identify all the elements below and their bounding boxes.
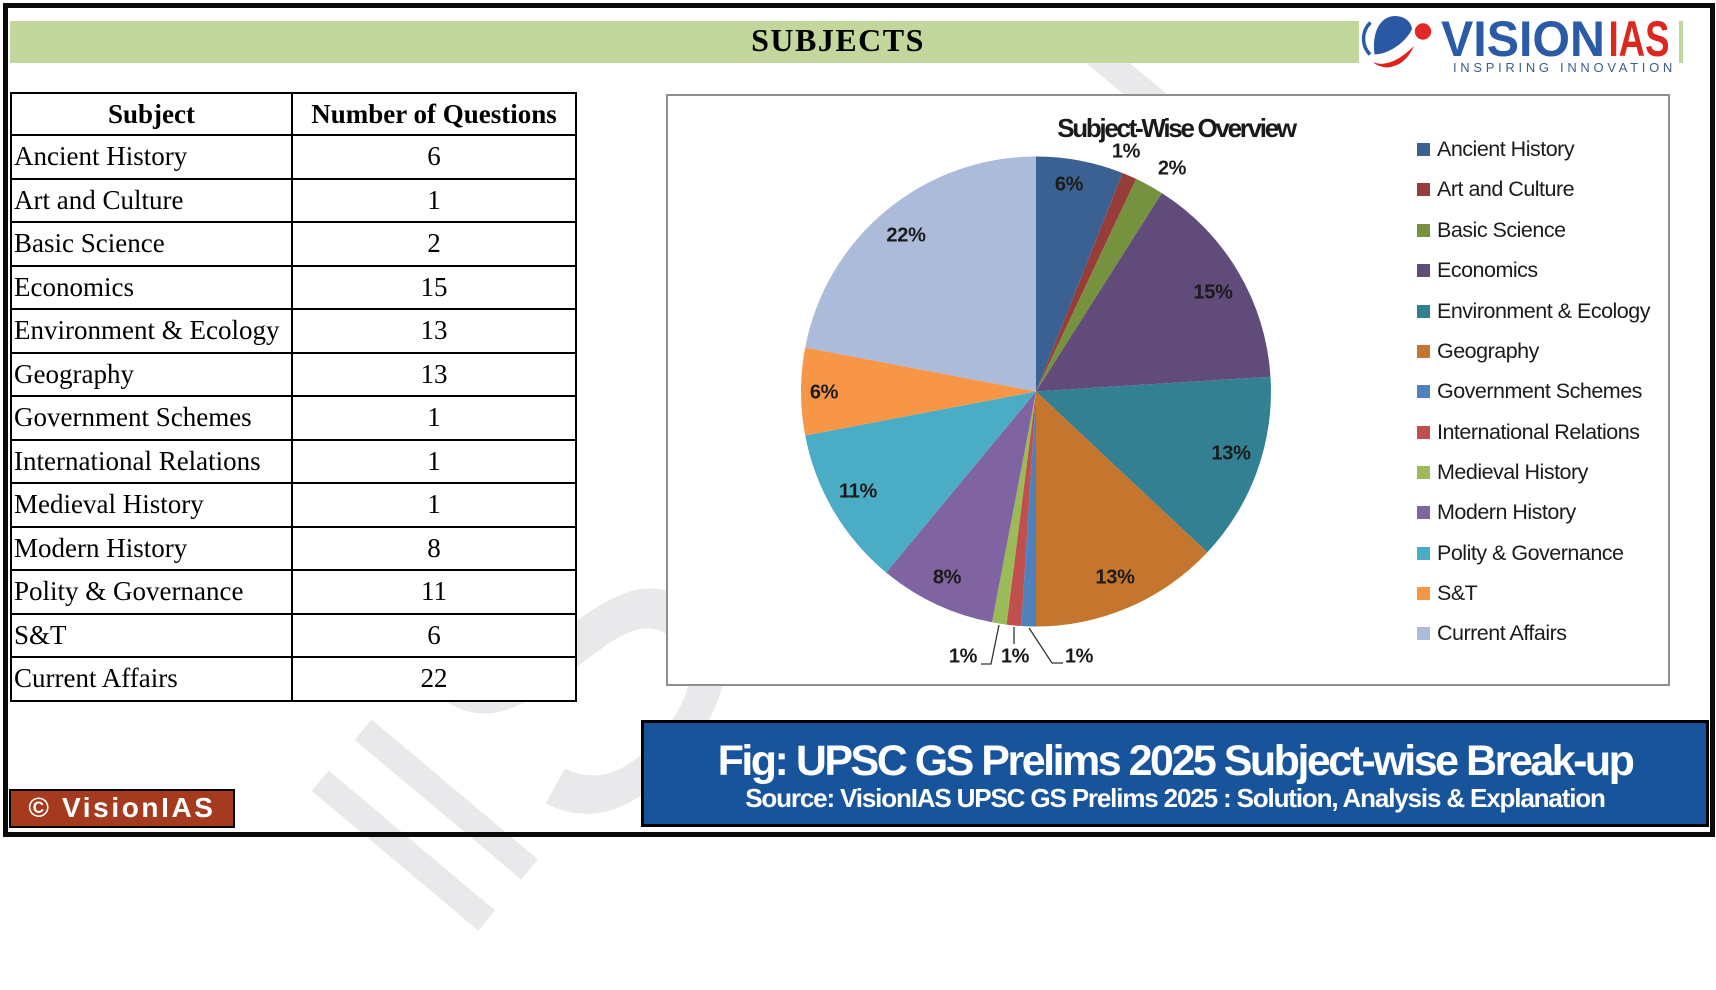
svg-text:INSPIRING INNOVATION: INSPIRING INNOVATION bbox=[1453, 60, 1676, 75]
svg-text:IAS: IAS bbox=[1609, 11, 1670, 67]
svg-text:VISION: VISION bbox=[1441, 11, 1605, 67]
